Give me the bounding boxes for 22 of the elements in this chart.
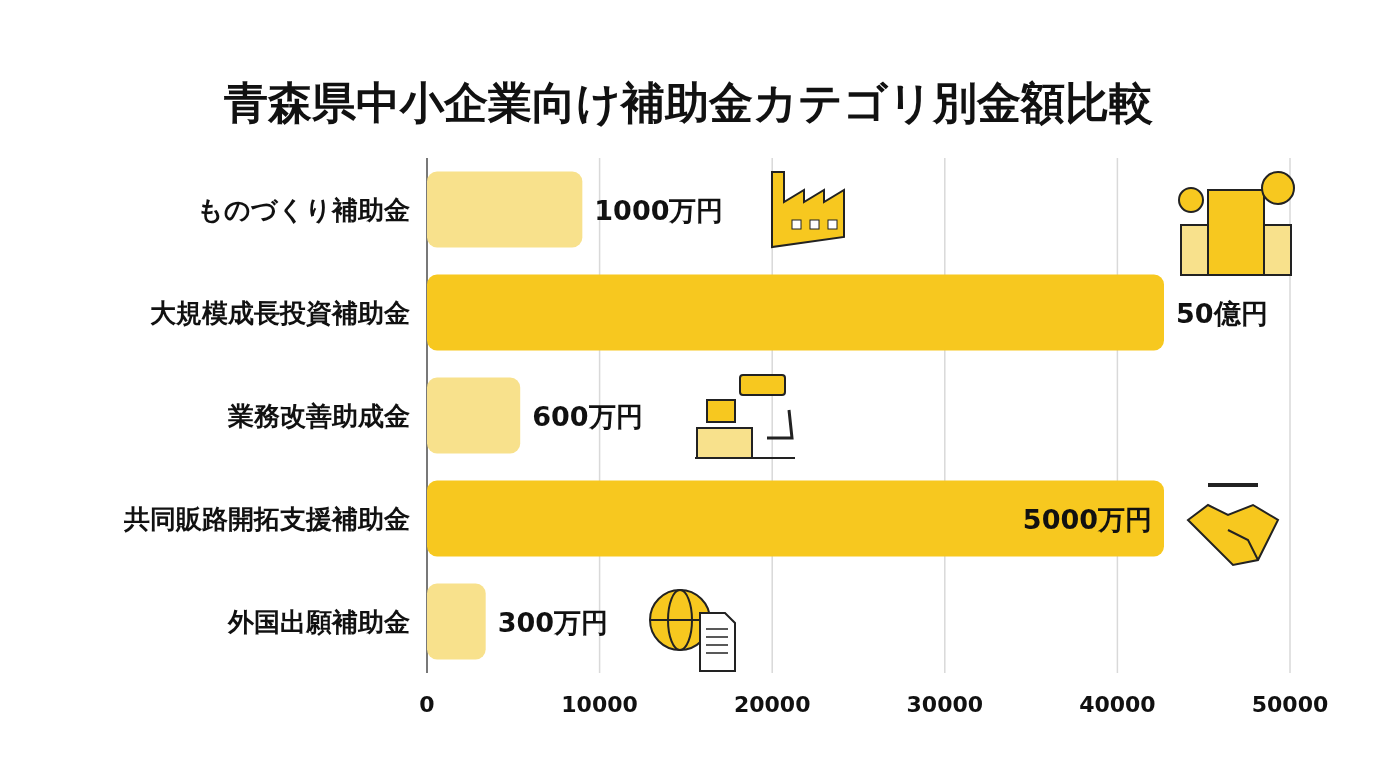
x-tick-label: 50000 xyxy=(1251,692,1329,717)
x-tick-label: 10000 xyxy=(561,692,638,717)
x-tick-label: 40000 xyxy=(1079,692,1156,717)
chart-title: 青森県中小企業向け補助金カテゴリ別金額比較 xyxy=(222,77,1153,128)
bar xyxy=(427,274,1164,351)
bar xyxy=(427,583,486,660)
annotation: 300万円 xyxy=(497,606,609,638)
x-tick-label: 30000 xyxy=(906,692,984,717)
y-tick-label: 共同販路開拓支援補助金 xyxy=(123,503,410,534)
annotation: 1000万円 xyxy=(594,194,724,226)
annotation: 600万円 xyxy=(532,400,643,432)
bar xyxy=(427,377,521,454)
x-tick-label: 0 xyxy=(419,692,435,717)
y-tick-label: ものづくり補助金 xyxy=(197,194,410,225)
y-tick-label: 外国出願補助金 xyxy=(227,606,410,637)
bar xyxy=(427,480,1164,557)
y-tick-label: 業務改善助成金 xyxy=(227,400,410,431)
bar xyxy=(427,171,583,248)
y-tick-label: 大規模成長投資補助金 xyxy=(150,297,410,328)
annotation: 50億円 xyxy=(1176,297,1268,329)
x-tick-label: 20000 xyxy=(733,692,811,717)
annotation: 5000万円 xyxy=(1022,503,1152,535)
